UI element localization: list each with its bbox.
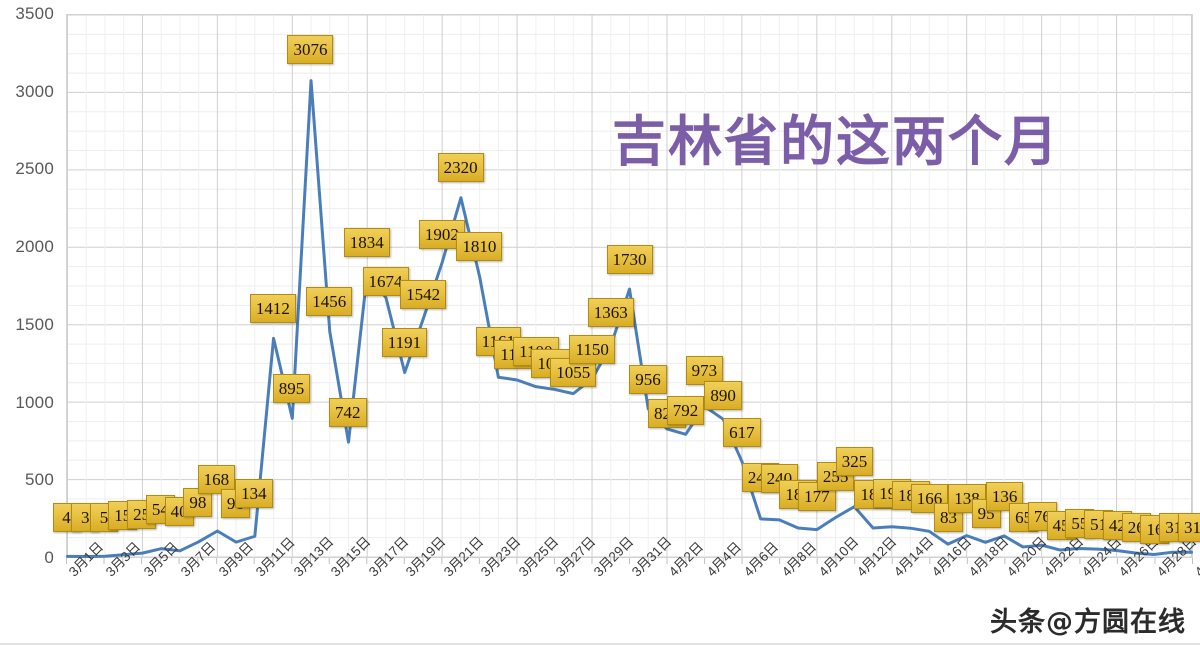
data-label: 956 xyxy=(629,364,667,394)
series-line xyxy=(66,79,1193,559)
data-label: 1542 xyxy=(400,279,447,309)
watermark: 头条@方圆在线 xyxy=(990,607,1186,638)
data-label: 136 xyxy=(985,482,1024,512)
y-tick-label: 1500 xyxy=(15,314,54,334)
data-label: 3076 xyxy=(287,35,334,65)
y-tick-label: 500 xyxy=(25,470,54,490)
data-label: 1456 xyxy=(306,287,353,317)
data-label: 1834 xyxy=(343,228,390,258)
data-label: 742 xyxy=(329,398,367,428)
data-label: 617 xyxy=(723,417,761,447)
data-label: 895 xyxy=(272,374,311,404)
x-axis: 3月1日 3月3日 3月5日 3月7日 3月9日 3月11日 3月13日 3月15日 3月17日… xyxy=(65,534,1200,645)
data-label: 166 xyxy=(910,483,949,513)
data-label: 1191 xyxy=(381,328,428,358)
y-tick-label: 3500 xyxy=(15,4,54,23)
data-label: 2320 xyxy=(437,152,484,182)
plot-area xyxy=(66,14,1193,559)
y-axis: 0 500 1000 1500 2000 2500 3000 3500 xyxy=(0,0,62,572)
bottom-rule xyxy=(0,643,1200,645)
chart-title: 吉林省的这两个月 xyxy=(612,110,1060,173)
data-label: 1363 xyxy=(587,297,634,327)
data-label: 31 xyxy=(1178,512,1200,542)
y-tick-label: 2500 xyxy=(15,159,54,179)
data-label: 973 xyxy=(685,356,724,386)
y-tick-label: 0 xyxy=(44,548,54,567)
y-tick-label: 2000 xyxy=(15,237,54,257)
y-tick-label: 1000 xyxy=(15,392,54,412)
data-label: 1412 xyxy=(249,294,296,324)
data-label: 76 xyxy=(1027,501,1057,531)
data-label: 1730 xyxy=(606,244,653,274)
data-label: 134 xyxy=(235,478,273,508)
data-label: 890 xyxy=(704,381,742,411)
data-label: 325 xyxy=(835,446,874,476)
data-label: 792 xyxy=(666,396,705,426)
y-tick-label: 3000 xyxy=(15,81,54,101)
data-label: 1150 xyxy=(569,334,615,364)
data-label: 1810 xyxy=(456,232,503,262)
